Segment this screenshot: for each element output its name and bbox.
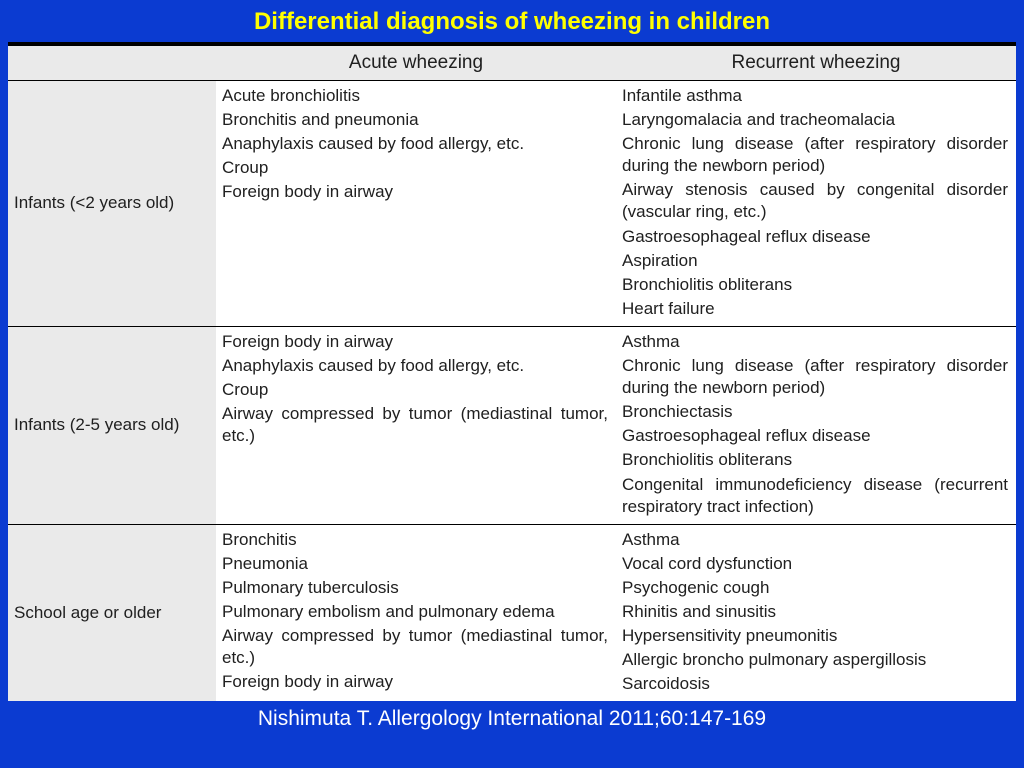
list-item: Croup: [222, 157, 608, 179]
header-blank: [8, 46, 216, 81]
list-item: Asthma: [622, 331, 1008, 353]
list-item: Bronchiolitis obliterans: [622, 274, 1008, 296]
list-item: Infantile asthma: [622, 85, 1008, 107]
recurrent-cell: AsthmaVocal cord dysfunctionPsychogenic …: [616, 524, 1016, 701]
list-item: Croup: [222, 379, 608, 401]
list-item: Gastroesophageal reflux disease: [622, 425, 1008, 447]
table-row: Infants (2-5 years old)Foreign body in a…: [8, 326, 1016, 524]
slide-title: Differential diagnosis of wheezing in ch…: [254, 0, 770, 42]
diagnosis-table: Acute wheezing Recurrent wheezing Infant…: [8, 46, 1016, 701]
list-item: Pneumonia: [222, 553, 608, 575]
acute-cell: BronchitisPneumoniaPulmonary tuberculosi…: [216, 524, 616, 701]
list-item: Chronic lung disease (after respiratory …: [622, 133, 1008, 177]
list-item: Asthma: [622, 529, 1008, 551]
list-item: Airway stenosis caused by congenital dis…: [622, 179, 1008, 223]
list-item: Psychogenic cough: [622, 577, 1008, 599]
list-item: Foreign body in airway: [222, 671, 608, 693]
list-item: Aspiration: [622, 250, 1008, 272]
list-item: Laryngomalacia and tracheomalacia: [622, 109, 1008, 131]
table-header-row: Acute wheezing Recurrent wheezing: [8, 46, 1016, 81]
acute-cell: Acute bronchiolitisBronchitis and pneumo…: [216, 81, 616, 327]
list-item: Pulmonary tuberculosis: [222, 577, 608, 599]
recurrent-cell: AsthmaChronic lung disease (after respir…: [616, 326, 1016, 524]
list-item: Acute bronchiolitis: [222, 85, 608, 107]
table-body: Infants (<2 years old)Acute bronchioliti…: [8, 81, 1016, 702]
header-recurrent: Recurrent wheezing: [616, 46, 1016, 81]
list-item: Airway compressed by tumor (mediastinal …: [222, 625, 608, 669]
row-label: Infants (<2 years old): [8, 81, 216, 327]
list-item: Bronchiolitis obliterans: [622, 449, 1008, 471]
list-item: Congenital immunodeficiency disease (rec…: [622, 474, 1008, 518]
header-acute: Acute wheezing: [216, 46, 616, 81]
table-container: Acute wheezing Recurrent wheezing Infant…: [8, 42, 1016, 701]
list-item: Foreign body in airway: [222, 331, 608, 353]
table-row: Infants (<2 years old)Acute bronchioliti…: [8, 81, 1016, 327]
list-item: Bronchiectasis: [622, 401, 1008, 423]
list-item: Hypersensitivity pneumonitis: [622, 625, 1008, 647]
slide: Differential diagnosis of wheezing in ch…: [0, 0, 1024, 768]
list-item: Heart failure: [622, 298, 1008, 320]
citation: Nishimuta T. Allergology International 2…: [0, 701, 1024, 731]
table-row: School age or olderBronchitisPneumoniaPu…: [8, 524, 1016, 701]
list-item: Gastroesophageal reflux disease: [622, 226, 1008, 248]
list-item: Bronchitis and pneumonia: [222, 109, 608, 131]
list-item: Allergic broncho pulmonary aspergillosis: [622, 649, 1008, 671]
recurrent-cell: Infantile asthmaLaryngomalacia and trach…: [616, 81, 1016, 327]
list-item: Airway compressed by tumor (mediastinal …: [222, 403, 608, 447]
acute-cell: Foreign body in airwayAnaphylaxis caused…: [216, 326, 616, 524]
list-item: Anaphylaxis caused by food allergy, etc.: [222, 133, 608, 155]
list-item: Vocal cord dysfunction: [622, 553, 1008, 575]
row-label: Infants (2-5 years old): [8, 326, 216, 524]
list-item: Chronic lung disease (after respiratory …: [622, 355, 1008, 399]
list-item: Rhinitis and sinusitis: [622, 601, 1008, 623]
list-item: Foreign body in airway: [222, 181, 608, 203]
list-item: Sarcoidosis: [622, 673, 1008, 695]
list-item: Bronchitis: [222, 529, 608, 551]
list-item: Pulmonary embolism and pulmonary edema: [222, 601, 608, 623]
list-item: Anaphylaxis caused by food allergy, etc.: [222, 355, 608, 377]
row-label: School age or older: [8, 524, 216, 701]
